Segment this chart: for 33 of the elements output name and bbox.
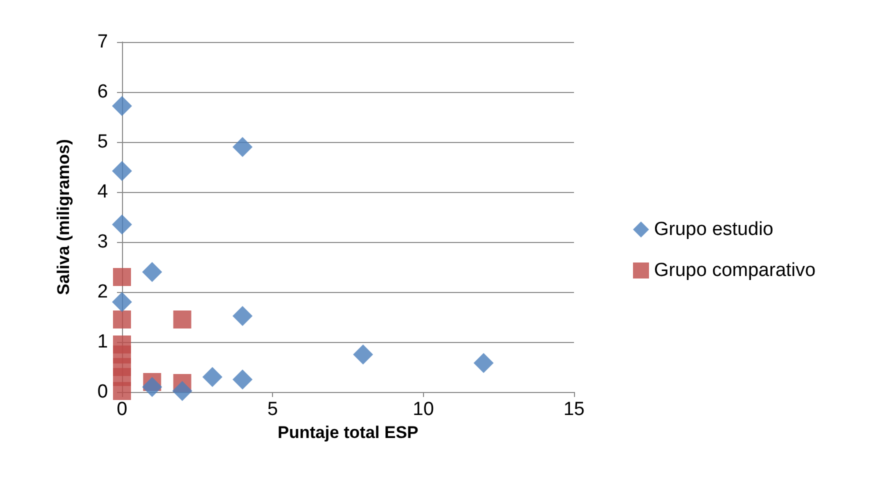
point (142, 262, 162, 282)
x-tick-label: 15 (563, 399, 585, 420)
point (142, 377, 162, 397)
point (112, 214, 132, 234)
legend-label: Grupo estudio (654, 219, 774, 240)
point (113, 268, 131, 286)
y-tick-label: 4 (97, 182, 108, 202)
x-tick-label: 10 (412, 399, 434, 420)
y-tick-label: 0 (97, 382, 108, 402)
point (202, 367, 222, 387)
y-tick-label: 5 (97, 132, 108, 152)
point (112, 292, 132, 312)
y-axis-title: Saliva (miligramos) (54, 139, 73, 295)
point (232, 137, 253, 157)
y-tick-label: 1 (97, 332, 108, 352)
point (113, 382, 131, 400)
point (232, 370, 253, 390)
point (353, 344, 374, 364)
x-axis-title: Puntaje total ESP (278, 422, 418, 442)
y-tick-label: 3 (97, 232, 108, 252)
point (112, 96, 132, 116)
point (112, 161, 132, 181)
x-tick-label: 5 (267, 399, 278, 420)
point (113, 310, 131, 328)
y-tick-label: 7 (97, 32, 108, 52)
point (172, 381, 192, 401)
legend-label: Grupo comparativo (654, 260, 816, 281)
x-tick-label: 0 (116, 399, 128, 420)
point (474, 353, 494, 373)
point (173, 310, 192, 328)
point (232, 306, 253, 326)
y-tick-label: 2 (97, 282, 108, 302)
y-tick-label: 6 (97, 82, 108, 102)
